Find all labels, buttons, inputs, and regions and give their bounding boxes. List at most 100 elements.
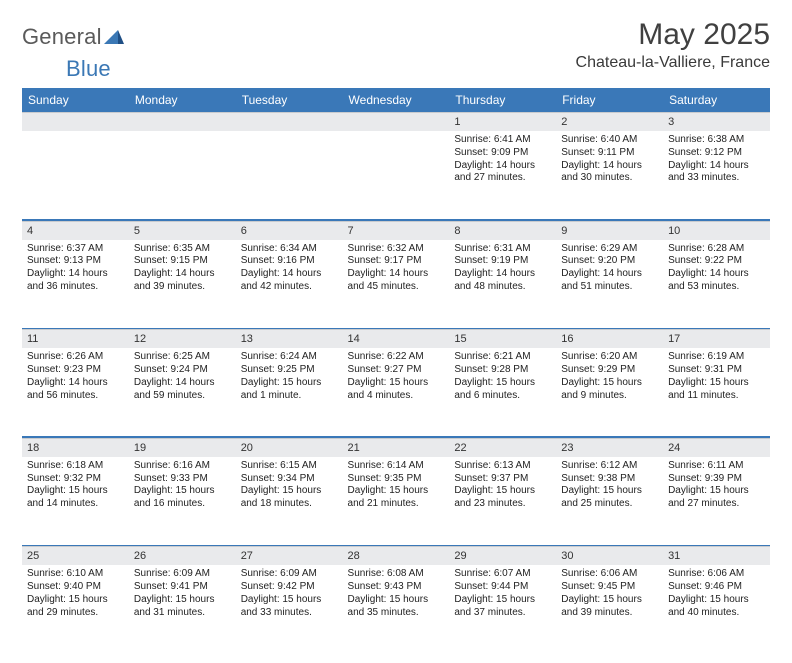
sunset-line: Sunset: 9:23 PM	[27, 364, 124, 377]
sunrise-line: Sunrise: 6:07 AM	[454, 568, 551, 581]
daylight-line-2: and 27 minutes.	[454, 172, 551, 185]
daylight-line-2: and 39 minutes.	[134, 281, 231, 294]
day-number-cell: 17	[663, 330, 770, 349]
detail-row: Sunrise: 6:18 AMSunset: 9:32 PM Daylight:…	[22, 457, 770, 545]
detail-row: Sunrise: 6:37 AMSunset: 9:13 PMDaylight:…	[22, 240, 770, 328]
day-number-cell	[343, 113, 450, 132]
day-number-cell: 22	[449, 438, 556, 457]
daylight-line-1: Daylight: 15 hours	[241, 485, 338, 498]
day-detail-cell: Sunrise: 6:20 AMSunset: 9:29 PMDaylight:…	[556, 348, 663, 436]
sunrise-line: Sunrise: 6:08 AM	[348, 568, 445, 581]
day-number-cell: 2	[556, 113, 663, 132]
day-number-cell: 19	[129, 438, 236, 457]
sunrise-line: Sunrise: 6:12 AM	[561, 460, 658, 473]
day-detail-cell	[236, 131, 343, 219]
daylight-line-1: Daylight: 15 hours	[348, 594, 445, 607]
day-detail-cell: Sunrise: 6:22 AMSunset: 9:27 PMDaylight:…	[343, 348, 450, 436]
day-number-cell: 27	[236, 547, 343, 566]
daylight-line-1: Daylight: 15 hours	[454, 377, 551, 390]
sunset-line: Sunset: 9:37 PM	[454, 473, 551, 486]
sunset-line: Sunset: 9:42 PM	[241, 581, 338, 594]
sunset-line: Sunset: 9:46 PM	[668, 581, 765, 594]
sunrise-line: Sunrise: 6:24 AM	[241, 351, 338, 364]
daylight-line-2: and 33 minutes.	[241, 607, 338, 620]
calendar-head: SundayMondayTuesdayWednesdayThursdayFrid…	[22, 88, 770, 113]
day-number-cell	[236, 113, 343, 132]
sunset-line: Sunset: 9:34 PM	[241, 473, 338, 486]
day-number-cell: 10	[663, 221, 770, 240]
daylight-line-1: Daylight: 14 hours	[561, 268, 658, 281]
sunrise-line: Sunrise: 6:09 AM	[241, 568, 338, 581]
sunrise-line: Sunrise: 6:32 AM	[348, 243, 445, 256]
daylight-line-2: and 16 minutes.	[134, 498, 231, 511]
sunset-line: Sunset: 9:33 PM	[134, 473, 231, 486]
sunset-line: Sunset: 9:32 PM	[27, 473, 124, 486]
day-detail-cell: Sunrise: 6:12 AMSunset: 9:38 PMDaylight:…	[556, 457, 663, 545]
day-detail-cell: Sunrise: 6:16 AMSunset: 9:33 PMDaylight:…	[129, 457, 236, 545]
day-detail-cell: Sunrise: 6:31 AMSunset: 9:19 PMDaylight:…	[449, 240, 556, 328]
sunset-line: Sunset: 9:13 PM	[27, 255, 124, 268]
daylight-line-1: Daylight: 14 hours	[27, 268, 124, 281]
daylight-line-2: and 59 minutes.	[134, 390, 231, 403]
day-detail-cell: Sunrise: 6:15 AMSunset: 9:34 PMDaylight:…	[236, 457, 343, 545]
day-number-cell: 11	[22, 330, 129, 349]
sunset-line: Sunset: 9:16 PM	[241, 255, 338, 268]
day-detail-cell	[22, 131, 129, 219]
day-number-cell: 15	[449, 330, 556, 349]
day-number-cell: 20	[236, 438, 343, 457]
daylight-line-1: Daylight: 14 hours	[348, 268, 445, 281]
day-detail-cell: Sunrise: 6:37 AMSunset: 9:13 PMDaylight:…	[22, 240, 129, 328]
day-detail-cell: Sunrise: 6:18 AMSunset: 9:32 PMDaylight:…	[22, 457, 129, 545]
daynum-row: 45678910	[22, 221, 770, 240]
calendar-page: General Blue May 2025 Chateau-la-Vallier…	[0, 0, 792, 663]
day-detail-cell: Sunrise: 6:19 AMSunset: 9:31 PMDaylight:…	[663, 348, 770, 436]
daylight-line-2: and 56 minutes.	[27, 390, 124, 403]
location: Chateau-la-Valliere, France	[576, 54, 770, 72]
daylight-line-1: Daylight: 14 hours	[668, 268, 765, 281]
sunrise-line: Sunrise: 6:10 AM	[27, 568, 124, 581]
day-detail-cell: Sunrise: 6:24 AMSunset: 9:25 PMDaylight:…	[236, 348, 343, 436]
daylight-line-1: Daylight: 14 hours	[454, 268, 551, 281]
logo: General Blue	[22, 18, 124, 82]
daylight-line-2: and 25 minutes.	[561, 498, 658, 511]
daylight-line-1: Daylight: 14 hours	[668, 160, 765, 173]
sunset-line: Sunset: 9:44 PM	[454, 581, 551, 594]
day-number-cell: 23	[556, 438, 663, 457]
logo-text: General Blue	[22, 24, 124, 82]
daylight-line-2: and 39 minutes.	[561, 607, 658, 620]
daylight-line-2: and 18 minutes.	[241, 498, 338, 511]
sunrise-line: Sunrise: 6:37 AM	[27, 243, 124, 256]
day-number-cell: 6	[236, 221, 343, 240]
daylight-line-1: Daylight: 15 hours	[668, 594, 765, 607]
daylight-line-1: Daylight: 15 hours	[561, 485, 658, 498]
detail-row: Sunrise: 6:41 AMSunset: 9:09 PMDaylight:…	[22, 131, 770, 219]
day-number-cell: 16	[556, 330, 663, 349]
sunrise-line: Sunrise: 6:18 AM	[27, 460, 124, 473]
daylight-line-1: Daylight: 15 hours	[561, 377, 658, 390]
daylight-line-1: Daylight: 14 hours	[454, 160, 551, 173]
sunrise-line: Sunrise: 6:21 AM	[454, 351, 551, 364]
daynum-row: 18192021222324	[22, 438, 770, 457]
daylight-line-1: Daylight: 14 hours	[134, 268, 231, 281]
daynum-row: 11121314151617	[22, 330, 770, 349]
daylight-line-1: Daylight: 15 hours	[348, 485, 445, 498]
day-number-cell: 4	[22, 221, 129, 240]
detail-row: Sunrise: 6:10 AMSunset: 9:40 PMDaylight:…	[22, 565, 770, 653]
day-detail-cell: Sunrise: 6:08 AMSunset: 9:43 PMDaylight:…	[343, 565, 450, 653]
daylight-line-2: and 11 minutes.	[668, 390, 765, 403]
sunset-line: Sunset: 9:25 PM	[241, 364, 338, 377]
sunrise-line: Sunrise: 6:29 AM	[561, 243, 658, 256]
day-number-cell: 24	[663, 438, 770, 457]
daylight-line-2: and 51 minutes.	[561, 281, 658, 294]
daylight-line-1: Daylight: 15 hours	[134, 485, 231, 498]
day-detail-cell: Sunrise: 6:21 AMSunset: 9:28 PMDaylight:…	[449, 348, 556, 436]
daylight-line-1: Daylight: 15 hours	[668, 377, 765, 390]
title-block: May 2025 Chateau-la-Valliere, France	[576, 18, 770, 72]
sunset-line: Sunset: 9:31 PM	[668, 364, 765, 377]
daylight-line-1: Daylight: 15 hours	[348, 377, 445, 390]
weekday-header: Friday	[556, 88, 663, 113]
day-number-cell: 21	[343, 438, 450, 457]
day-detail-cell: Sunrise: 6:10 AMSunset: 9:40 PMDaylight:…	[22, 565, 129, 653]
weekday-header: Wednesday	[343, 88, 450, 113]
sunset-line: Sunset: 9:17 PM	[348, 255, 445, 268]
